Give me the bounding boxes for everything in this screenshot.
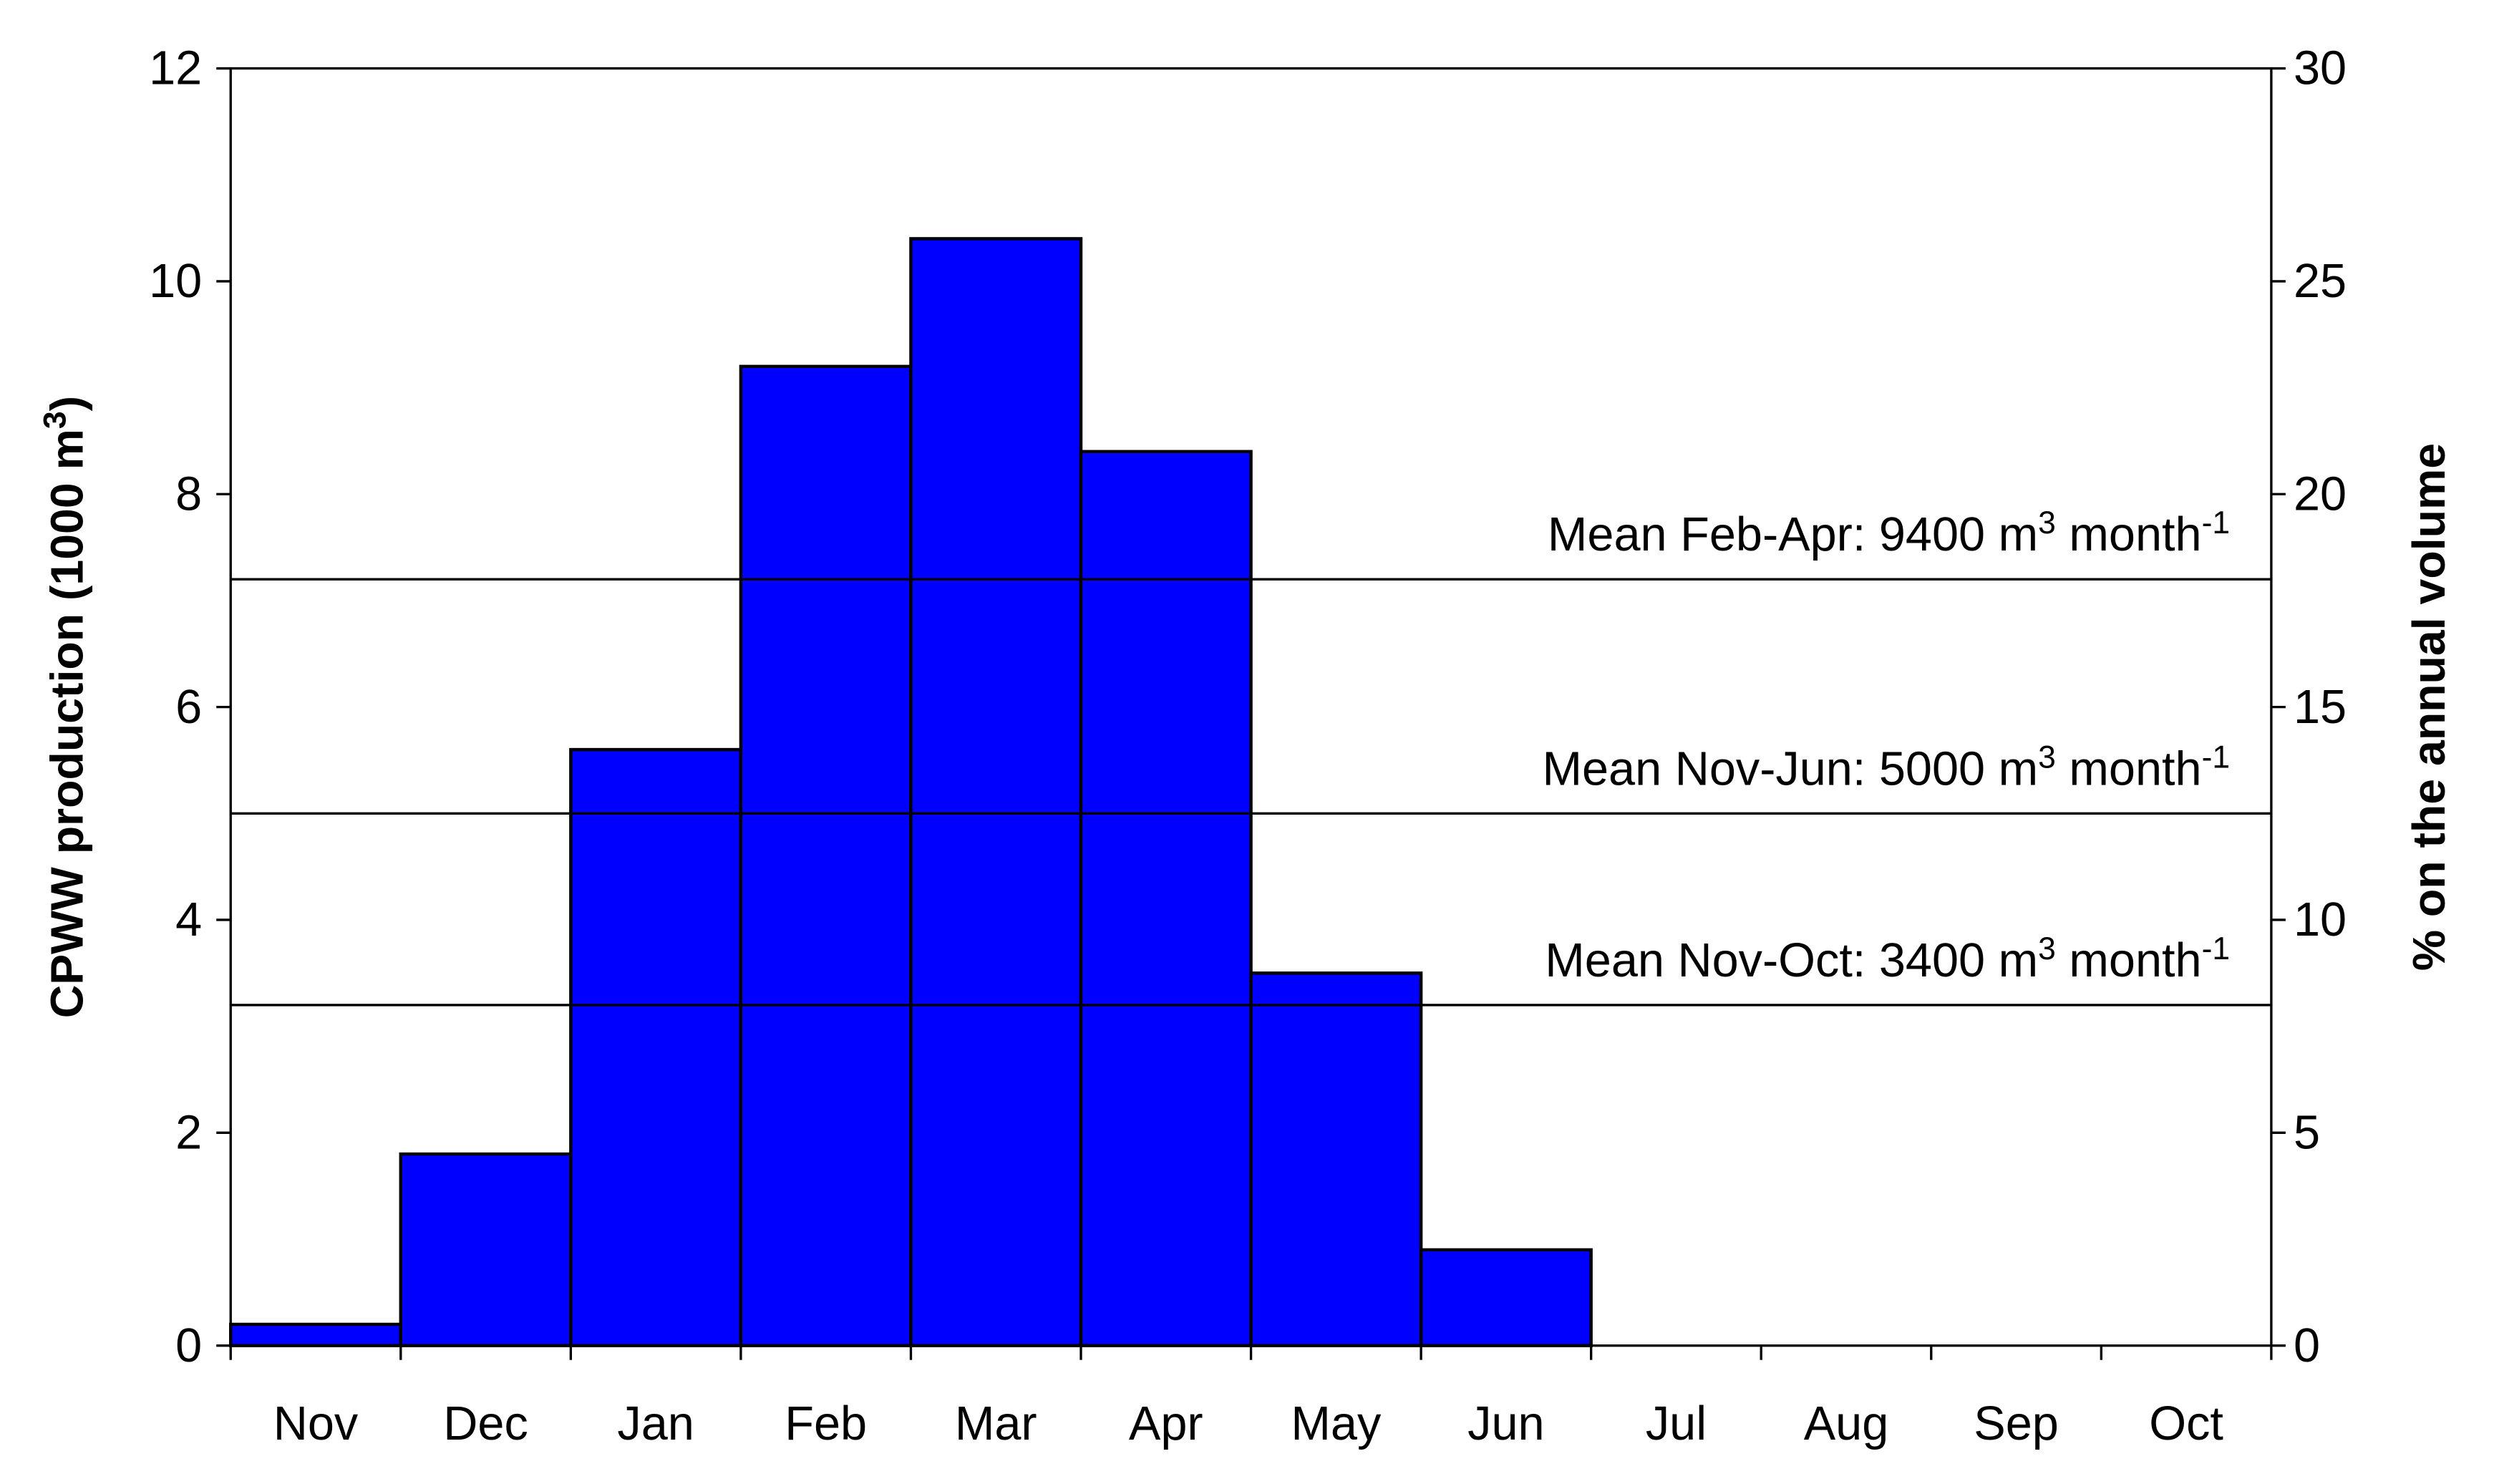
- y2-tick-label: 25: [2294, 255, 2347, 308]
- label-part: 3: [37, 411, 72, 429]
- label-part: month: [2056, 934, 2202, 987]
- x-tick-label: Nov: [273, 1397, 359, 1450]
- label-part: ): [42, 396, 93, 411]
- y-tick-label: 0: [175, 1319, 202, 1372]
- bar: [1249, 971, 1423, 1347]
- label-part: month: [2056, 742, 2202, 795]
- x-tick-label: Oct: [2149, 1397, 2223, 1450]
- x-tick-label: Jan: [617, 1397, 694, 1450]
- y-tick-label: 12: [149, 42, 202, 95]
- x-tick-label: Dec: [443, 1397, 528, 1450]
- y-tick-label: 10: [149, 255, 202, 308]
- y2-tick-label: 15: [2294, 681, 2347, 734]
- y-axis-title: CPWW production (1000 m3): [37, 396, 93, 1018]
- x-tick-label: Apr: [1129, 1397, 1203, 1450]
- x-tick-label: Feb: [785, 1397, 867, 1450]
- label-part: 3: [2038, 931, 2056, 966]
- label-part: month: [2056, 508, 2202, 561]
- label-part: -1: [2202, 739, 2231, 775]
- bar: [569, 747, 743, 1347]
- bar: [399, 1152, 573, 1347]
- label-part: -1: [2202, 505, 2231, 540]
- x-tick-label: Aug: [1804, 1397, 1889, 1450]
- x-tick-label: Jul: [1646, 1397, 1707, 1450]
- y-tick-label: 2: [175, 1107, 202, 1160]
- y2-axis-title: % on the annual volume: [2403, 443, 2455, 971]
- label-part: Mean Nov-Oct: 3400 m: [1545, 934, 2038, 987]
- x-tick-label: Jun: [1467, 1397, 1544, 1450]
- label-part: Mean Nov-Jun: 5000 m: [1542, 742, 2038, 795]
- x-tick-label: Mar: [955, 1397, 1037, 1450]
- y-tick-label: 8: [175, 467, 202, 520]
- y-tick-label: 6: [175, 681, 202, 734]
- label-part: 3: [2038, 505, 2056, 540]
- reference-label: Mean Nov-Jun: 5000 m3 month-1: [1542, 739, 2230, 796]
- bar: [909, 237, 1083, 1347]
- y2-tick-label: 20: [2294, 467, 2347, 520]
- label-part: -1: [2202, 931, 2231, 966]
- label-part: CPWW production (1000 m: [42, 429, 93, 1018]
- bar: [739, 364, 913, 1347]
- y2-tick-label: 10: [2294, 893, 2347, 946]
- bar: [229, 1322, 403, 1347]
- label-part: Mean Feb-Apr: 9400 m: [1548, 508, 2038, 561]
- label-part: 3: [2038, 739, 2056, 775]
- bar: [1419, 1248, 1593, 1347]
- reference-label: Mean Nov-Oct: 3400 m3 month-1: [1545, 931, 2230, 987]
- x-tick-label: Sep: [1974, 1397, 2059, 1450]
- y2-tick-label: 0: [2294, 1319, 2320, 1372]
- y2-tick-label: 5: [2294, 1107, 2320, 1160]
- y-tick-label: 4: [175, 893, 202, 946]
- x-tick-label: May: [1291, 1397, 1382, 1450]
- reference-label: Mean Feb-Apr: 9400 m3 month-1: [1548, 505, 2230, 562]
- y2-tick-label: 30: [2294, 42, 2347, 95]
- bar: [1079, 450, 1253, 1347]
